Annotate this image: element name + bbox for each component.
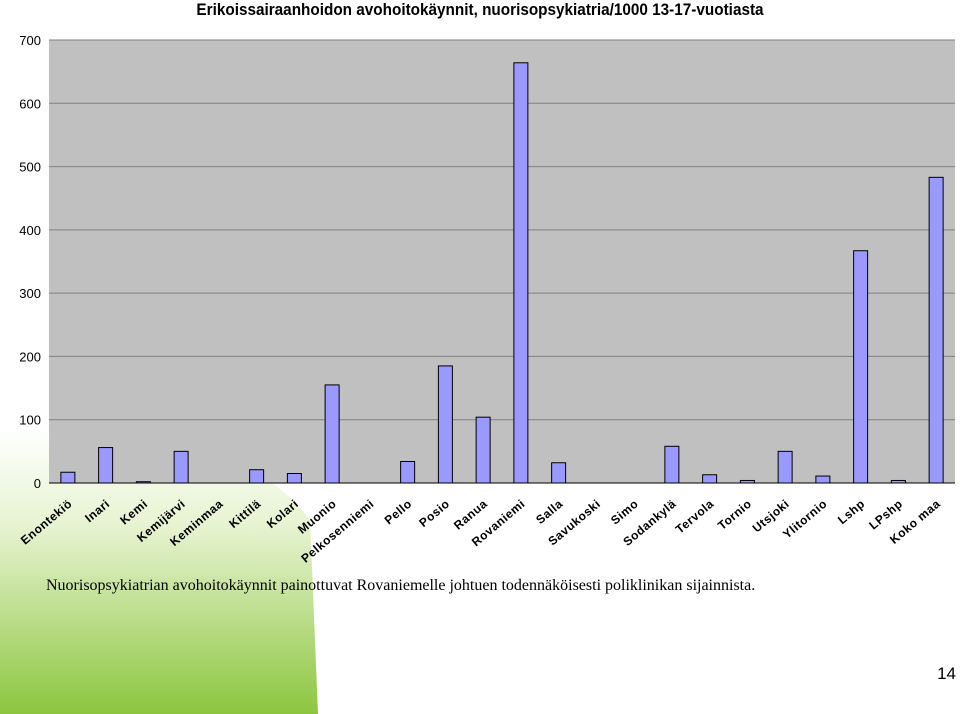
bar-kittil- bbox=[249, 469, 265, 484]
x-tick-label: Tervola bbox=[673, 497, 717, 537]
y-tick-label: 300 bbox=[19, 286, 41, 301]
bar-chart: 0 100 200 300 400 500 600 700 Enontekiö Inari Kemi… bbox=[18, 33, 955, 566]
x-tick-label: Simo bbox=[608, 497, 641, 528]
bar-inari bbox=[98, 447, 114, 484]
bar-salla bbox=[551, 462, 567, 484]
y-tick-label: 100 bbox=[19, 413, 41, 428]
plot-area bbox=[49, 40, 955, 483]
bar-enonteki- bbox=[60, 471, 76, 484]
bar-kemij-rvi bbox=[173, 450, 189, 484]
bar-ranua bbox=[475, 416, 491, 484]
slide-caption: Nuorisopsykiatrian avohoitokäynnit paino… bbox=[46, 577, 756, 594]
bar-kolari bbox=[286, 473, 302, 484]
x-tick-label: Salla bbox=[533, 497, 565, 527]
page-number: 14 bbox=[937, 664, 956, 683]
x-tick-label: Posio bbox=[416, 497, 452, 530]
bar-lpshp bbox=[890, 479, 906, 484]
y-tick-label: 200 bbox=[19, 349, 41, 364]
y-tick-label: 500 bbox=[19, 160, 41, 175]
y-tick-label: 400 bbox=[19, 223, 41, 238]
x-tick-label: Kemi bbox=[117, 497, 150, 528]
bar-posio bbox=[437, 365, 453, 484]
x-tick-label: Tornio bbox=[715, 497, 754, 533]
x-tick-label: Enontekiö bbox=[18, 497, 75, 548]
bar-lshp bbox=[853, 250, 869, 484]
x-tick-label: Inari bbox=[82, 497, 112, 526]
x-tick-label: Lshp bbox=[835, 497, 867, 527]
bar-sodankyl- bbox=[664, 445, 680, 484]
bar-utsjoki bbox=[777, 450, 793, 484]
y-tick-label: 0 bbox=[34, 476, 41, 491]
y-tick-label: 700 bbox=[19, 33, 41, 48]
y-tick-label: 600 bbox=[19, 96, 41, 111]
x-tick-label: Kittilä bbox=[226, 497, 263, 531]
bar-muonio bbox=[324, 384, 340, 484]
chart-title: Erikoissairaanhoidon avohoitokäynnit, nu… bbox=[196, 0, 764, 19]
green-swoosh-shape bbox=[0, 427, 318, 714]
bar-rovaniemi bbox=[513, 62, 529, 484]
bar-koko-maa bbox=[928, 176, 944, 484]
bar-ylitornio bbox=[815, 475, 831, 484]
x-tick-label: Pello bbox=[382, 497, 415, 528]
bar-tervola bbox=[702, 474, 718, 484]
bar-kemi bbox=[135, 481, 151, 484]
bar-pello bbox=[400, 460, 416, 484]
bar-tornio bbox=[739, 479, 755, 484]
